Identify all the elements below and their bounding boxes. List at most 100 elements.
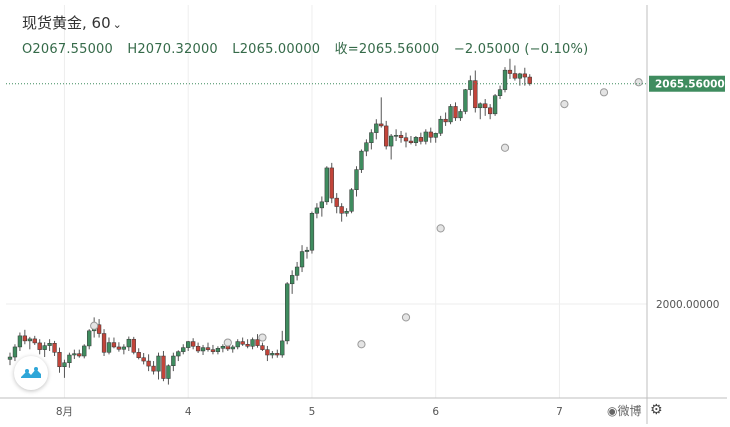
candle [502,67,508,93]
candle [230,344,235,353]
candle [448,104,453,125]
candle [433,132,438,143]
candle [280,330,285,358]
candle [245,339,250,349]
event-marker[interactable] [500,143,510,152]
candle [413,136,419,147]
candle [428,127,433,143]
candle [418,132,424,145]
candle [473,70,478,113]
candle [205,342,211,352]
candle [200,344,206,356]
candles [7,58,532,385]
event-marker[interactable] [634,78,643,87]
x-tick-label: 4 [185,406,192,418]
candle [151,361,156,375]
candle [77,349,82,358]
candle [111,337,117,349]
candle [255,334,260,348]
candle [334,193,339,214]
candle [359,149,364,173]
candle [290,270,295,294]
grid-lines [6,5,647,398]
candle [354,166,359,197]
candle [166,364,171,385]
candle [369,129,374,150]
x-tick-label: 8月 [56,406,73,418]
ohlc-open: O2067.55000 [22,42,114,57]
candle [116,342,122,352]
candle [72,349,77,360]
current-price-label: 2065.56000 [655,79,725,91]
candle [398,130,404,143]
candle [126,336,131,351]
candle [423,129,428,145]
candle [52,340,57,357]
candle [181,344,186,355]
candle [468,75,473,96]
candle [403,132,409,148]
candle [171,352,176,372]
tradingview-logo-icon[interactable] [14,356,48,390]
candle [304,246,310,259]
candle [141,352,146,365]
y-tick-label: 2000.00000 [656,299,719,311]
candle [195,342,201,353]
candle [309,211,315,254]
candle [22,329,28,345]
event-marker[interactable] [223,338,232,347]
event-marker[interactable] [436,224,445,233]
candle [106,337,112,355]
current-price-tag: 2065.56000 [649,75,725,92]
candle [507,58,513,79]
candle [285,282,290,345]
candle [374,119,379,140]
watermark-text: 微博 [617,404,642,418]
candle [32,335,37,345]
candle [349,188,354,214]
candle [527,74,532,86]
candle [393,129,399,142]
weibo-watermark: ◉微博 [607,402,642,419]
gear-icon[interactable]: ⚙ [650,402,663,418]
candle [299,245,305,273]
event-marker[interactable] [560,99,569,109]
event-marker[interactable] [90,321,99,330]
candle [294,261,300,281]
candle [339,203,344,222]
ohlc-legend: O2067.55000 H2070.32000 L2065.00000 收=20… [22,38,598,57]
symbol-title[interactable]: 现货黄金, 60 ⌄ [22,12,122,33]
event-marker[interactable] [357,340,366,349]
weibo-icon: ◉ [607,404,618,418]
ohlc-close: 收=2065.56000 [334,42,440,57]
event-markers [90,78,643,349]
candle [67,352,72,368]
candle [463,88,468,115]
candle [384,120,389,150]
candle [319,196,325,217]
candle [7,352,13,366]
candle [191,338,196,350]
candle [275,349,280,358]
candle [250,337,255,350]
event-marker[interactable] [258,333,267,342]
candle [364,139,369,157]
chevron-down-icon[interactable]: ⌄ [112,18,122,31]
x-tick-label: 5 [309,406,316,418]
candle [488,104,493,120]
candle [37,339,42,355]
candle [176,350,181,362]
candle [210,344,216,355]
event-marker[interactable] [599,88,609,97]
event-marker[interactable] [401,313,411,322]
ohlc-high: H2070.32000 [127,42,218,57]
candle [62,359,67,378]
candle [408,136,414,145]
candle [57,347,62,373]
candle [131,336,136,355]
candle [215,346,221,355]
candle [146,354,151,372]
candle [512,65,518,81]
